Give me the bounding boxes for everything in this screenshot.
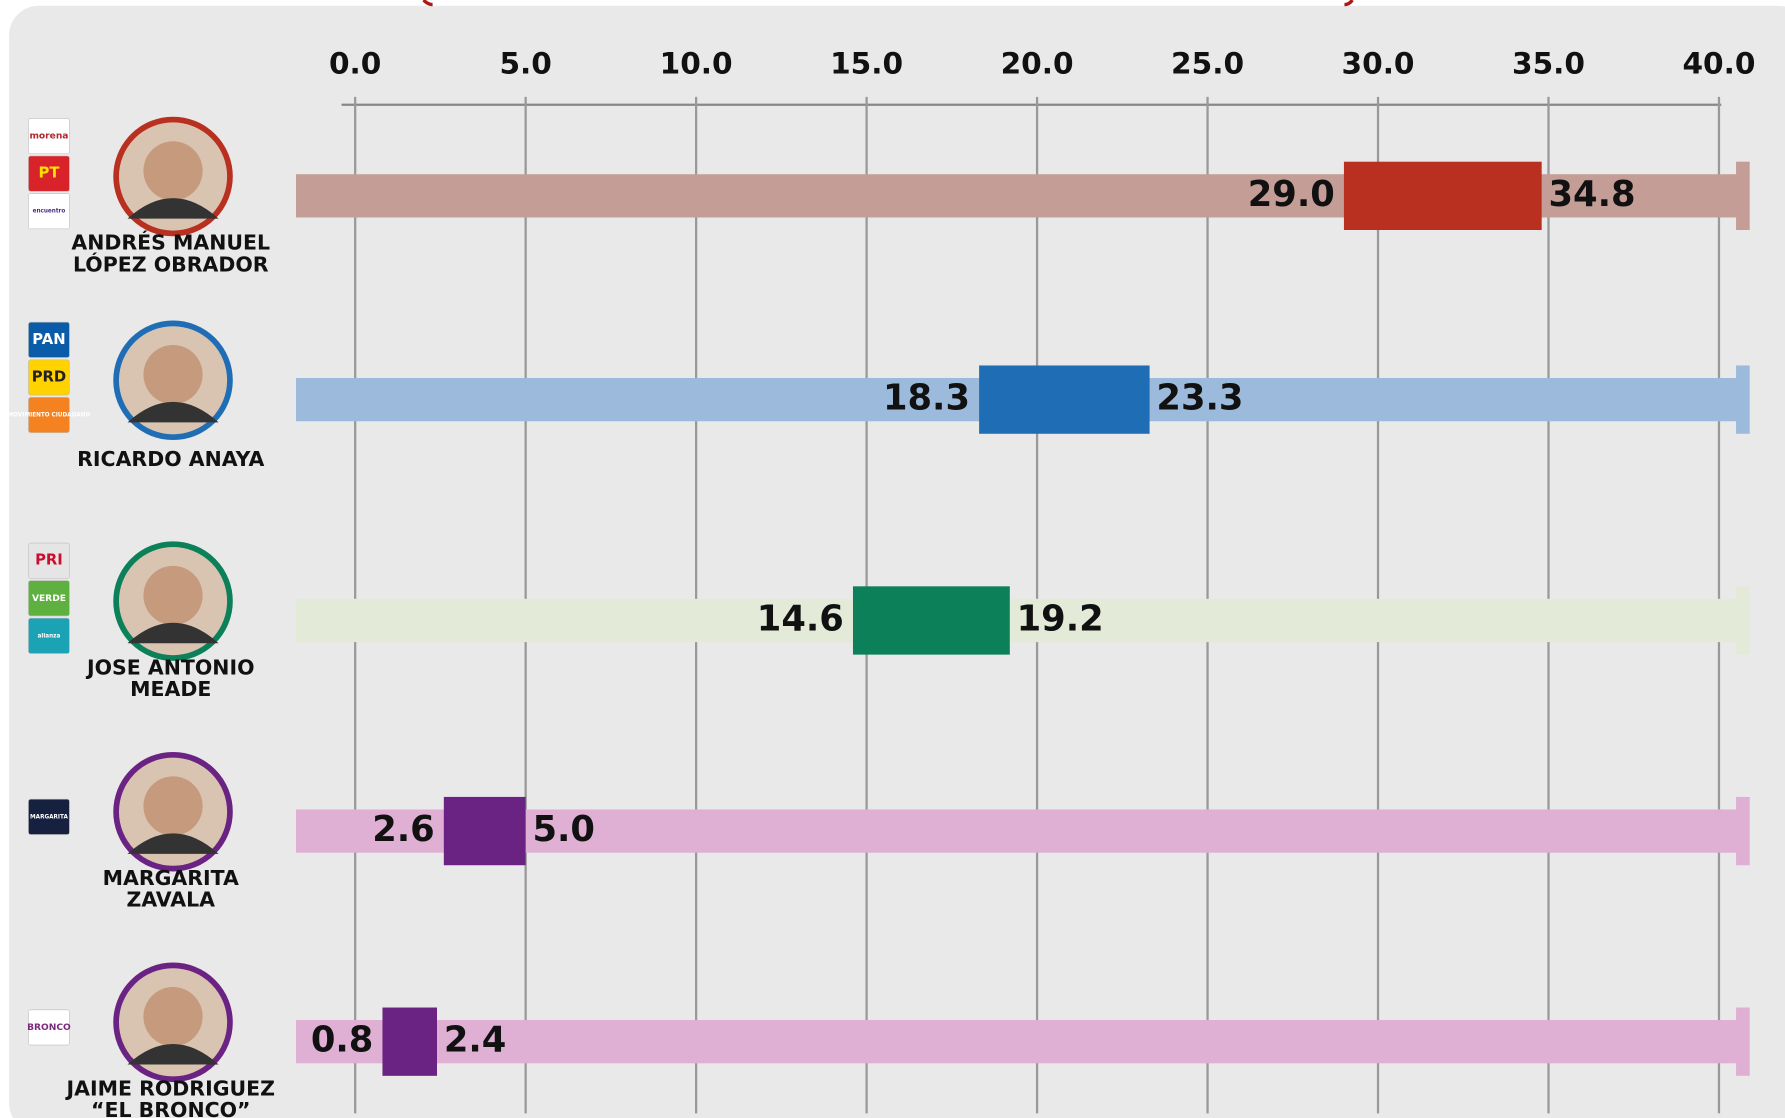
x-tick-label: 35.0 [1512,46,1585,80]
party-logo [28,397,70,433]
party-logo [28,155,70,192]
party-label: PT [38,165,59,182]
x-tick-label: 30.0 [1342,46,1415,80]
party-label: encuentro [33,209,66,215]
party-label: PRI [35,552,63,569]
party-label: morena [29,132,68,142]
track-end [1736,365,1750,434]
x-tick-label: 5.0 [499,46,551,80]
party-label: VERDE [32,594,66,604]
value-label: 5.0 [532,809,595,850]
candidate-name: RICARDO ANAYA [77,447,264,471]
track [295,1020,1740,1064]
bar [443,796,526,866]
x-tick-label: 40.0 [1682,46,1755,80]
candidate-name: ANDRÉS MANUEL [71,230,270,255]
track [295,809,1740,853]
party-logo [28,617,70,654]
value-label: 29.0 [1248,174,1335,215]
value-label: 19.2 [1017,598,1104,639]
value-label: 14.6 [757,598,844,639]
track-end [1736,1007,1750,1076]
party-logo [28,359,70,396]
party-logo [28,321,70,358]
party-logo [28,193,70,230]
candidate-name: JAIME RODRIGUEZ [65,1076,276,1100]
photo-body [127,1043,219,1065]
candidate-name: LÓPEZ OBRADOR [73,251,269,276]
party-logo [28,118,70,155]
value-label: 2.6 [372,809,435,850]
x-tick-label: 10.0 [660,46,733,80]
candidate-name: “EL BRONCO” [91,1098,251,1118]
bar [979,365,1150,434]
candidate-name: MARGARITA [103,866,239,890]
photo-face [143,344,203,405]
photo-body [127,622,219,644]
party-logo [28,580,70,617]
track-end [1736,796,1750,866]
party-logo [28,1009,70,1046]
photo-face [143,987,203,1047]
value-label: 0.8 [311,1020,374,1061]
candidate-name: ZAVALA [126,888,215,912]
x-tick-label: 25.0 [1171,46,1244,80]
party-label: BRONCO [27,1023,71,1033]
candidate-name: MEADE [130,677,211,701]
photo-face [143,776,203,836]
party-label: MARGARITA [30,814,68,820]
track-end [1736,586,1750,655]
party-logo [28,542,70,579]
photo-body [127,198,219,219]
decoration [422,0,1354,7]
value-label: 34.8 [1549,174,1636,215]
party-label: MOVIMIENTO CIUDADANO [8,412,91,418]
value-label: 2.4 [444,1020,507,1061]
bar [1343,161,1542,231]
track [295,598,1740,643]
photo-face [143,141,203,201]
photo-body [127,401,219,423]
party-logo [28,798,70,835]
party-label: PRD [32,368,67,385]
track-end [1736,161,1750,231]
x-tick-label: 15.0 [830,46,903,80]
value-label: 18.3 [883,378,970,419]
photo-face [143,565,203,626]
photo-body [127,833,219,854]
candidate-name: JOSE ANTONIO [85,655,254,679]
bar [852,586,1010,655]
value-label: 23.3 [1156,378,1243,419]
x-tick-label: 20.0 [1001,46,1074,80]
party-label: alianza [38,633,61,639]
x-tick-label: 0.0 [329,46,381,80]
party-label: PAN [32,331,65,348]
bar [382,1007,438,1076]
